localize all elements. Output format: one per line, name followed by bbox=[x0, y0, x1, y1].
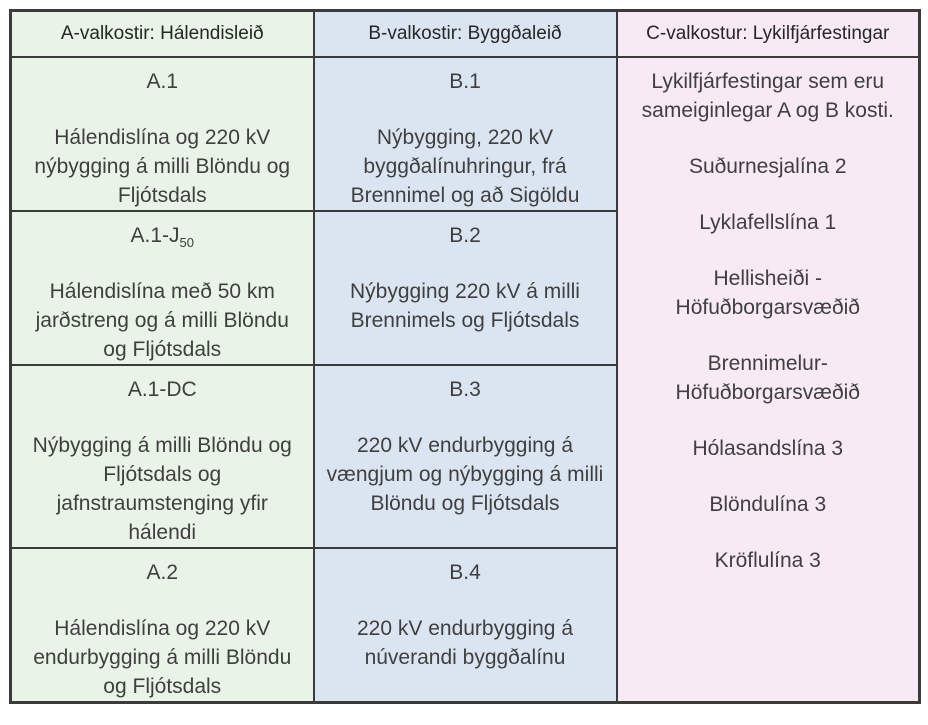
cell-c-merged: Lykilfjárfestingar sem eru sameiginlegar… bbox=[615, 56, 921, 704]
option-id: A.1-DC bbox=[13, 375, 312, 404]
option-id-text: B.2 bbox=[449, 224, 481, 247]
option-description: Hálendislína með 50 km jarðstreng og á m… bbox=[35, 280, 289, 361]
option-description: 220 kV endurbygging á vængjum og nýbyggi… bbox=[326, 434, 604, 515]
option-description: Hálendislína og 220 kV endurbygging á mi… bbox=[33, 617, 292, 698]
cell-a1-j50: A.1-J50 Hálendislína með 50 km jarðstren… bbox=[9, 210, 315, 366]
cell-b1: B.1 Nýbygging, 220 kV byggðalínuhringur,… bbox=[312, 56, 618, 212]
option-description: Nýbygging, 220 kV byggðalínuhringur, frá… bbox=[350, 126, 580, 207]
cell-b4: B.4 220 kV endurbygging á núverandi bygg… bbox=[312, 547, 618, 704]
options-table: A-valkostir: Hálendisleið B-valkostir: B… bbox=[9, 9, 921, 704]
list-item: Blöndulína 3 bbox=[709, 493, 827, 516]
cell-b2: B.2 Nýbygging 220 kV á milli Brennimels … bbox=[312, 210, 618, 366]
column-b-header: B-valkostir: Byggðaleið bbox=[312, 9, 618, 58]
option-id-text: A.1 bbox=[146, 70, 179, 93]
cell-a2: A.2 Hálendislína og 220 kV endurbygging … bbox=[9, 547, 315, 704]
table-row: A.1-J50 Hálendislína með 50 km jarðstren… bbox=[9, 210, 920, 366]
option-description: Hálendislína og 220 kV nýbygging á milli… bbox=[34, 126, 291, 207]
option-id-subscript: 50 bbox=[179, 235, 194, 251]
cell-a1-dc: A.1-DC Nýbygging á milli Blöndu og Fljót… bbox=[9, 364, 315, 549]
option-id-text: B.1 bbox=[449, 70, 481, 93]
option-id-text: A.2 bbox=[146, 561, 179, 584]
table-row: A.1 Hálendislína og 220 kV nýbygging á m… bbox=[9, 56, 921, 704]
list-item: Brennimelur-Höfuðborgarsvæðið bbox=[675, 352, 860, 404]
list-item: Hellisheiði - Höfuðborgarsvæðið bbox=[675, 267, 860, 319]
option-id: A.2 bbox=[13, 558, 312, 587]
table-row: A.1-DC Nýbygging á milli Blöndu og Fljót… bbox=[9, 364, 920, 549]
option-description: 220 kV endurbygging á núverandi byggðalí… bbox=[357, 617, 573, 669]
option-id-text: A.1-J bbox=[130, 224, 180, 247]
cell-a1: A.1 Hálendislína og 220 kV nýbygging á m… bbox=[9, 56, 315, 212]
option-description: Nýbygging 220 kV á milli Brennimels og F… bbox=[350, 280, 580, 332]
option-id: B.4 bbox=[316, 558, 615, 587]
header-row: A-valkostir: Hálendisleið B-valkostir: B… bbox=[9, 9, 921, 58]
option-id: A.1 bbox=[13, 67, 312, 96]
key-investments-intro: Lykilfjárfestingar sem eru sameiginlegar… bbox=[641, 70, 894, 122]
option-id-text: B.4 bbox=[449, 561, 481, 584]
option-id: B.3 bbox=[316, 375, 615, 404]
option-id-text: B.3 bbox=[449, 378, 481, 401]
column-c-header: C-valkostur: Lykilfjárfestingar bbox=[615, 9, 921, 58]
cell-b3: B.3 220 kV endurbygging á vængjum og nýb… bbox=[312, 364, 618, 549]
table-row: A.2 Hálendislína og 220 kV endurbygging … bbox=[9, 547, 920, 704]
option-id-text: A.1-DC bbox=[127, 378, 197, 401]
option-description: Nýbygging á milli Blöndu og Fljótsdals o… bbox=[32, 434, 292, 544]
list-item: Suðurnesjalína 2 bbox=[688, 155, 847, 178]
list-item: Kröflulína 3 bbox=[714, 549, 821, 572]
option-id: B.2 bbox=[316, 221, 615, 250]
option-id: B.1 bbox=[316, 67, 615, 96]
column-a-header: A-valkostir: Hálendisleið bbox=[9, 9, 315, 58]
list-item: Hólasandslína 3 bbox=[692, 437, 844, 460]
list-item: Lyklafellslína 1 bbox=[699, 211, 837, 234]
option-id: A.1-J50 bbox=[13, 221, 312, 251]
